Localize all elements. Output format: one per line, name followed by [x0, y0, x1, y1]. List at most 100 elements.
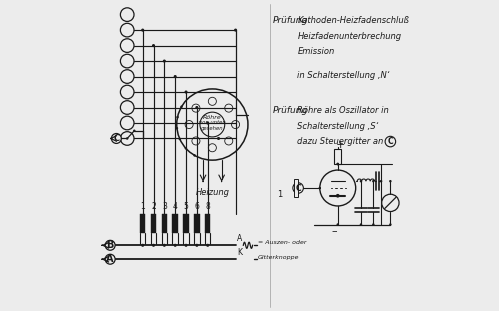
Text: 2: 2 — [151, 202, 156, 211]
Circle shape — [336, 163, 339, 165]
Circle shape — [320, 170, 356, 206]
Circle shape — [120, 39, 134, 52]
Circle shape — [360, 180, 362, 183]
Text: Gitterknoppe: Gitterknoppe — [258, 255, 299, 260]
Bar — [205, 214, 211, 233]
Text: 8: 8 — [205, 202, 210, 211]
Circle shape — [293, 183, 303, 193]
Circle shape — [225, 104, 233, 112]
Text: Kathoden-Heizfadenschluß: Kathoden-Heizfadenschluß — [297, 16, 409, 25]
Circle shape — [382, 194, 399, 211]
Circle shape — [176, 116, 179, 118]
Bar — [194, 214, 200, 233]
Circle shape — [180, 105, 183, 108]
Circle shape — [179, 138, 181, 140]
Circle shape — [141, 29, 144, 32]
Text: +: + — [336, 140, 345, 150]
Text: A: A — [237, 234, 243, 244]
Circle shape — [120, 23, 134, 37]
Circle shape — [389, 180, 392, 183]
Circle shape — [192, 104, 200, 112]
Circle shape — [372, 223, 375, 226]
Circle shape — [105, 254, 115, 264]
Circle shape — [152, 44, 155, 47]
Text: gesehen: gesehen — [201, 126, 224, 131]
Text: B: B — [106, 240, 114, 250]
Circle shape — [176, 127, 178, 129]
Bar — [151, 214, 156, 233]
Circle shape — [105, 240, 115, 250]
Circle shape — [133, 129, 136, 132]
Circle shape — [120, 70, 134, 83]
Text: Emission: Emission — [297, 47, 335, 56]
Text: Heizfadenunterbrechung: Heizfadenunterbrechung — [297, 32, 402, 41]
Bar — [334, 149, 341, 164]
Text: Prüfung: Prüfung — [273, 106, 308, 115]
Text: Röhre als Oszillator in: Röhre als Oszillator in — [297, 106, 389, 115]
Circle shape — [389, 223, 392, 226]
Circle shape — [174, 244, 177, 247]
Circle shape — [206, 244, 209, 247]
Circle shape — [208, 97, 217, 105]
Circle shape — [126, 137, 128, 140]
Text: in Schalterstellung ‚N‘: in Schalterstellung ‚N‘ — [297, 71, 390, 80]
Circle shape — [120, 85, 134, 99]
Text: Heizung: Heizung — [195, 188, 230, 197]
Circle shape — [111, 133, 121, 143]
Bar — [162, 214, 167, 233]
Circle shape — [336, 223, 339, 226]
Circle shape — [185, 121, 193, 128]
Circle shape — [120, 8, 134, 21]
Circle shape — [232, 121, 240, 128]
Text: C: C — [295, 183, 301, 193]
Circle shape — [177, 89, 248, 160]
Circle shape — [163, 244, 166, 247]
Circle shape — [225, 137, 233, 145]
Text: Prüfung: Prüfung — [273, 16, 308, 25]
Bar — [173, 214, 178, 233]
Circle shape — [163, 59, 166, 63]
Circle shape — [372, 180, 375, 183]
Text: von unten: von unten — [199, 120, 226, 126]
Text: 4: 4 — [173, 202, 178, 211]
Bar — [140, 214, 146, 233]
Circle shape — [120, 54, 134, 68]
Circle shape — [206, 121, 209, 124]
Circle shape — [185, 147, 187, 150]
Circle shape — [174, 75, 177, 78]
Circle shape — [385, 136, 396, 147]
Text: Schalterstellung ‚S‘: Schalterstellung ‚S‘ — [297, 122, 379, 131]
Circle shape — [318, 187, 321, 189]
Text: 1: 1 — [277, 190, 282, 199]
Text: A: A — [106, 254, 114, 264]
Circle shape — [120, 101, 134, 114]
Circle shape — [185, 244, 188, 247]
Text: dazu Steuergitter an: dazu Steuergitter an — [297, 137, 384, 146]
Circle shape — [336, 163, 339, 165]
Circle shape — [200, 112, 225, 137]
Circle shape — [217, 137, 220, 140]
Bar — [183, 214, 189, 233]
Text: C: C — [113, 134, 119, 143]
Text: –: – — [332, 226, 337, 236]
Circle shape — [120, 116, 134, 130]
Circle shape — [192, 137, 200, 145]
Text: 6: 6 — [195, 202, 199, 211]
Circle shape — [360, 223, 362, 226]
Circle shape — [193, 154, 196, 157]
Circle shape — [234, 29, 237, 32]
Text: Röhre: Röhre — [203, 115, 222, 120]
Text: 5: 5 — [184, 202, 189, 211]
Text: K: K — [237, 248, 242, 258]
Circle shape — [120, 132, 134, 145]
Circle shape — [208, 144, 217, 152]
Circle shape — [185, 91, 188, 94]
Text: = Auszen- oder: = Auszen- oder — [258, 240, 306, 245]
Circle shape — [380, 180, 382, 183]
Circle shape — [195, 106, 199, 109]
Circle shape — [195, 244, 199, 247]
Text: 3: 3 — [162, 202, 167, 211]
Text: 1: 1 — [140, 202, 145, 211]
Text: C: C — [388, 137, 393, 146]
Circle shape — [336, 194, 340, 197]
